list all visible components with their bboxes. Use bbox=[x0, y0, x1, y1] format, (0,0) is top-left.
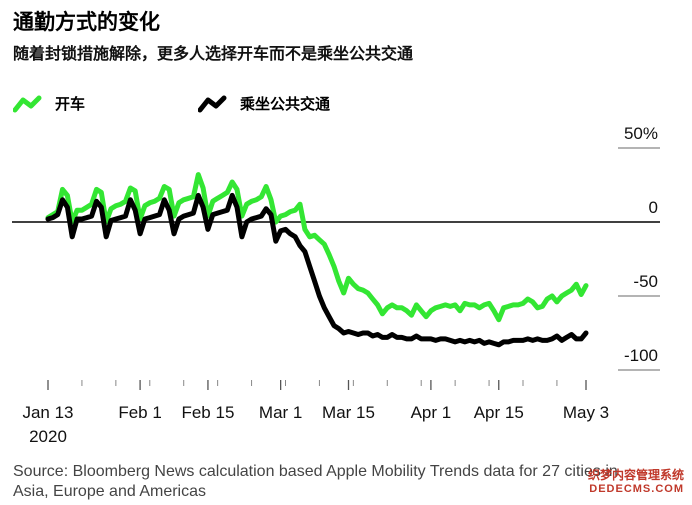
x-tick-label: Mar 1 bbox=[259, 403, 302, 422]
y-tick-label: 50% bbox=[624, 124, 658, 143]
legend-swatch-driving bbox=[13, 95, 42, 113]
x-tick-label: Jan 13 bbox=[22, 403, 73, 422]
watermark-line1: 织梦内容管理系统 bbox=[587, 468, 684, 482]
watermark-line2: DEDECMS.COM bbox=[589, 483, 684, 495]
series-line-driving bbox=[45, 172, 589, 323]
y-tick-label: 0 bbox=[649, 198, 658, 217]
legend-swatch-transit bbox=[198, 95, 227, 113]
chart-subtitle: 随着封锁措施解除，更多人选择开车而不是乘坐公共交通 bbox=[13, 44, 414, 63]
line-chart: 50% 0 -50 -100 Jan 13 2020 Feb 1 Feb 15 Mar 1 Mar… bbox=[12, 124, 660, 446]
watermark: 织梦内容管理系统 DEDECMS.COM bbox=[588, 466, 684, 495]
series-line-transit bbox=[45, 192, 589, 348]
x-tick-label: May 3 bbox=[563, 403, 609, 422]
legend-item-driving: 开车 bbox=[13, 92, 85, 114]
legend-label-driving: 开车 bbox=[55, 94, 86, 113]
source-note: Source: Bloomberg News calculation based… bbox=[13, 463, 618, 500]
x-tick-label: Apr 1 bbox=[411, 403, 452, 422]
x-tick-label: Apr 15 bbox=[474, 403, 524, 422]
x-tick-label: 2020 bbox=[29, 427, 67, 446]
x-tick-label: Feb 1 bbox=[118, 403, 161, 422]
y-tick-label: -50 bbox=[633, 272, 658, 291]
legend-item-transit: 乘坐公共交通 bbox=[198, 92, 330, 114]
x-tick-label: Feb 15 bbox=[181, 403, 234, 422]
legend-label-transit: 乘坐公共交通 bbox=[240, 94, 331, 113]
y-tick-label: -100 bbox=[624, 346, 658, 365]
chart-title: 通勤方式的变化 bbox=[13, 10, 160, 34]
x-tick-label: Mar 15 bbox=[322, 403, 375, 422]
